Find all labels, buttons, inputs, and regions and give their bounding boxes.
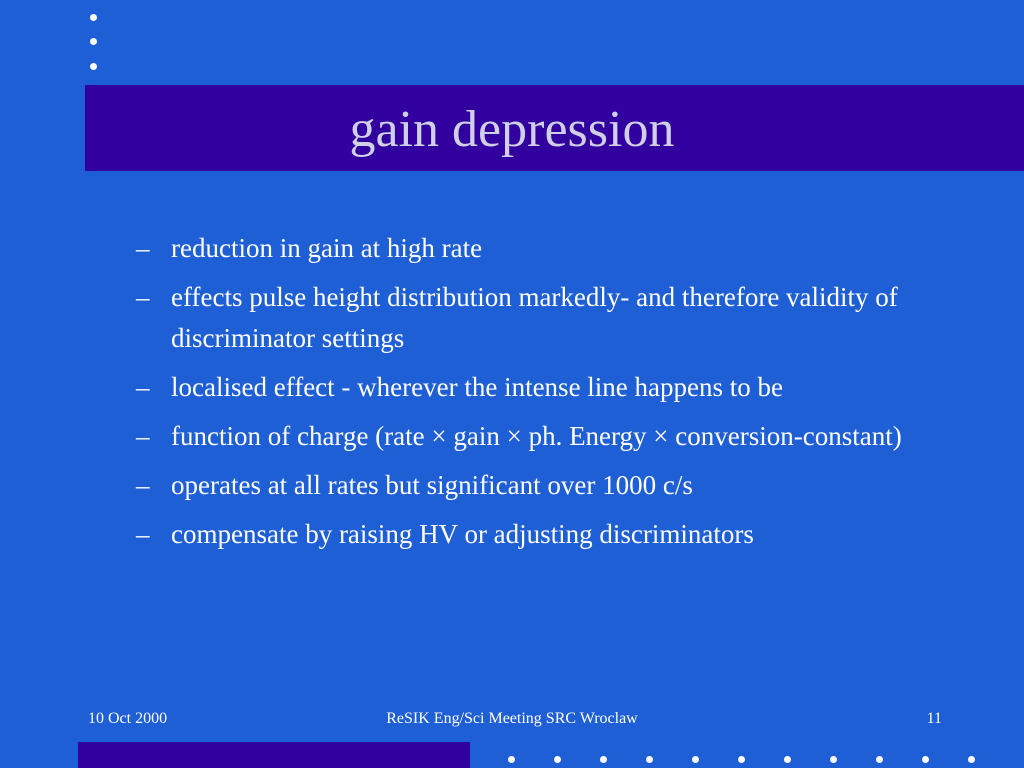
decorative-dot <box>876 756 883 763</box>
bullet-text: compensate by raising HV or adjusting di… <box>171 519 754 549</box>
bullet-item: – reduction in gain at high rate <box>136 228 926 269</box>
footer-date: 10 Oct 2000 <box>88 710 168 727</box>
decorative-dot <box>830 756 837 763</box>
footer-meeting: ReSIK Eng/Sci Meeting SRC Wroclaw <box>386 710 638 727</box>
bullet-dash: – <box>136 519 150 549</box>
bullet-dash: – <box>136 282 150 312</box>
slide-title: gain depression <box>349 101 675 158</box>
bullet-item: – operates at all rates but significant o… <box>136 465 926 506</box>
bullet-text: effects pulse height distribution marked… <box>171 282 898 353</box>
decorative-dot <box>784 756 791 763</box>
bullet-item: – effects pulse height distribution marke… <box>136 277 926 359</box>
decorative-dot <box>968 756 975 763</box>
decorative-dot <box>90 38 97 45</box>
bullet-list: – reduction in gain at high rate – effects… <box>136 228 926 563</box>
bullet-dash: – <box>136 470 150 500</box>
slide-number: 11 <box>926 710 942 727</box>
decorative-dot <box>646 756 653 763</box>
decorative-dot <box>90 63 97 70</box>
decorative-dot <box>554 756 561 763</box>
decorative-dot <box>692 756 699 763</box>
bullet-text: localised effect - wherever the intense … <box>171 372 783 402</box>
decorative-dot <box>600 756 607 763</box>
footer-band <box>78 742 470 768</box>
bullet-item: – compensate by raising HV or adjusting d… <box>136 514 926 555</box>
bullet-dash: – <box>136 421 150 451</box>
bullet-item: – localised effect - wherever the intense… <box>136 367 926 408</box>
bullet-dash: – <box>136 233 150 263</box>
decorative-dot <box>922 756 929 763</box>
decorative-dot <box>508 756 515 763</box>
decorative-dot <box>738 756 745 763</box>
title-band <box>85 85 1024 171</box>
bullet-text: function of charge (rate × gain × ph. En… <box>171 421 902 451</box>
decorative-dot <box>90 14 97 21</box>
bullet-text: operates at all rates but significant ov… <box>171 470 693 500</box>
bullet-item: – function of charge (rate × gain × ph. E… <box>136 416 926 457</box>
bullet-dash: – <box>136 372 150 402</box>
bullet-text: reduction in gain at high rate <box>171 233 483 263</box>
